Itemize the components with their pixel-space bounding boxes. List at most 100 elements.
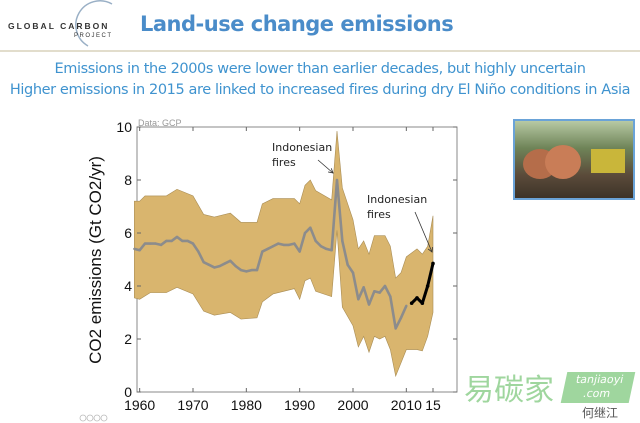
- data-point: [431, 261, 435, 266]
- data-point: [298, 250, 301, 253]
- data-point: [170, 239, 173, 243]
- x-tick-label: 15: [425, 397, 441, 413]
- y-tick-label: 8: [124, 172, 132, 188]
- license-icon: [100, 414, 108, 422]
- data-point: [245, 270, 248, 273]
- license-icon: [93, 414, 101, 422]
- arrow-head-icon: [427, 246, 433, 253]
- watermark-badge-domain: .com: [581, 387, 612, 400]
- annotation-text: Indonesian: [272, 141, 332, 154]
- data-point: [357, 298, 360, 301]
- data-source-label: Data: GCP: [138, 118, 182, 128]
- data-point: [309, 226, 312, 229]
- data-point: [303, 231, 307, 235]
- data-point: [346, 263, 349, 266]
- annotation-text: Indonesian: [367, 193, 427, 206]
- y-tick-label: 4: [124, 278, 132, 294]
- y-tick-label: 6: [124, 225, 132, 241]
- data-point: [154, 242, 157, 245]
- data-point: [415, 296, 419, 300]
- data-point: [261, 250, 264, 253]
- x-tick-label: 1960: [124, 397, 155, 413]
- data-point: [255, 268, 259, 272]
- data-point: [181, 239, 184, 243]
- x-tick-label: 2010: [391, 397, 422, 413]
- data-point: [399, 316, 403, 319]
- data-point: [271, 245, 275, 248]
- data-point: [191, 242, 195, 245]
- data-point: [143, 242, 147, 245]
- data-point: [383, 284, 387, 288]
- data-point: [165, 239, 168, 243]
- logo-subtext: PROJECT: [74, 33, 113, 39]
- subtitle-2: Higher emissions in 2015 are linked to i…: [9, 82, 631, 98]
- x-tick-label: 1970: [177, 397, 208, 413]
- data-point: [239, 268, 243, 272]
- data-point: [138, 249, 141, 252]
- data-point: [373, 290, 376, 293]
- data-point: [218, 264, 221, 268]
- data-point: [282, 243, 285, 247]
- data-point: [277, 242, 280, 245]
- data-point: [362, 286, 365, 289]
- y-tick-label: 0: [124, 384, 132, 400]
- data-point: [175, 235, 179, 239]
- header-divider: [0, 50, 640, 52]
- annotation-text: fires: [367, 208, 391, 221]
- data-point: [202, 260, 205, 264]
- data-point: [420, 301, 425, 306]
- data-point: [197, 250, 200, 253]
- x-tick-label: 2000: [337, 397, 368, 413]
- data-point: [250, 268, 253, 272]
- data-point: [394, 327, 397, 330]
- data-point: [330, 249, 333, 252]
- logging-truck-photo: [513, 119, 635, 200]
- data-point: [229, 259, 232, 263]
- series-line-central-1959-2010: [134, 178, 408, 330]
- y-axis-label: CO2 emissions (Gt CO2/yr): [86, 156, 105, 364]
- logo-text: GLOBAL CARBON: [8, 21, 110, 31]
- watermark-brand: 易碳家: [464, 373, 554, 408]
- data-point: [325, 247, 328, 251]
- annotation-text: fires: [272, 156, 296, 169]
- license-icon: [79, 414, 87, 422]
- arrow-head-icon: [328, 168, 334, 174]
- data-point: [409, 301, 414, 306]
- data-point: [207, 263, 211, 266]
- data-point: [159, 243, 163, 247]
- data-point: [351, 271, 355, 274]
- watermark-badge-text: tanjiaoyi: [574, 373, 625, 386]
- data-point: [341, 239, 344, 243]
- data-point: [378, 291, 381, 294]
- uncertainty-band: [134, 130, 434, 378]
- data-point: [133, 247, 136, 251]
- data-point: [319, 245, 323, 248]
- data-point: [149, 242, 152, 245]
- data-point: [335, 178, 339, 182]
- data-point: [287, 243, 291, 247]
- watermark-badge: tanjiaoyi .com: [560, 372, 636, 403]
- data-point: [234, 264, 237, 268]
- data-point: [367, 303, 371, 306]
- data-point: [314, 239, 317, 243]
- y-tick-label: 2: [124, 331, 132, 347]
- annotation-arrow: [414, 211, 433, 253]
- y-tick-label: 10: [116, 119, 132, 135]
- subtitle-1: Emissions in the 2000s were lower than e…: [54, 61, 586, 77]
- watermark-author: 何继江: [582, 406, 619, 420]
- x-tick-label: 1990: [284, 397, 315, 413]
- data-point: [266, 247, 269, 251]
- slide-title: Land-use change emissions: [140, 12, 454, 36]
- data-point: [293, 242, 296, 245]
- data-point: [223, 262, 227, 265]
- data-point: [213, 266, 216, 269]
- annotation-arrow: [317, 159, 334, 174]
- data-point: [425, 284, 430, 288]
- data-point: [186, 239, 189, 243]
- license-icon: [86, 414, 94, 422]
- data-point: [405, 304, 408, 308]
- x-tick-label: 1980: [231, 397, 262, 413]
- data-point: [389, 295, 392, 298]
